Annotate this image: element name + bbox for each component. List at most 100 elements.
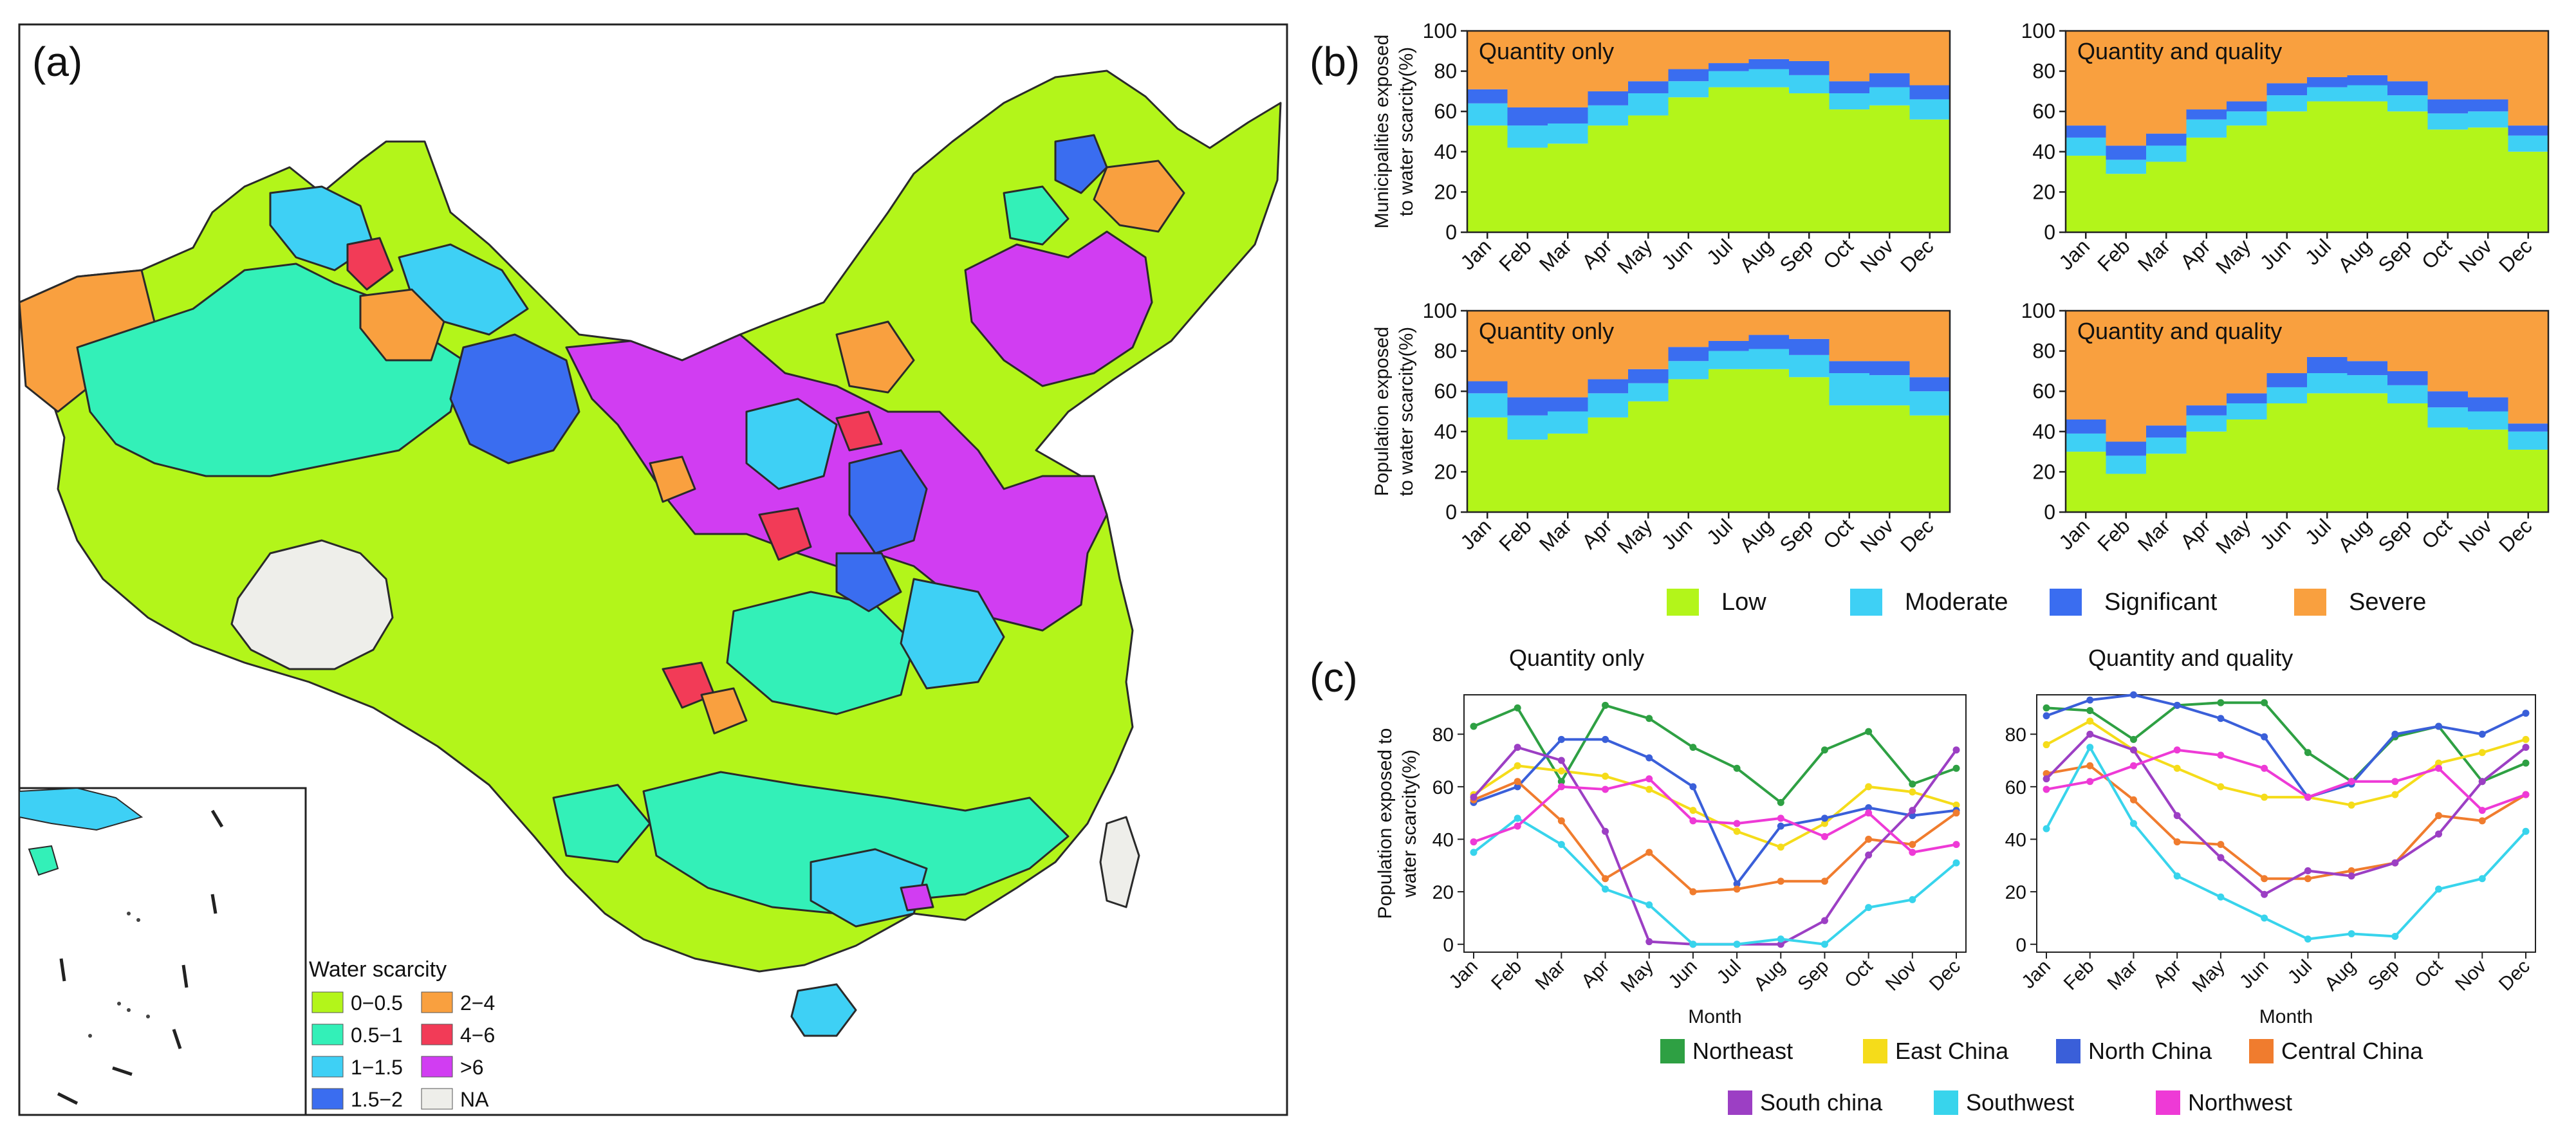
data-point bbox=[1602, 827, 1609, 835]
bar-segment-severe bbox=[2427, 31, 2469, 100]
y-tick-label: 60 bbox=[2005, 777, 2026, 798]
map-region-nc-red bbox=[758, 507, 812, 561]
data-point bbox=[2348, 778, 2355, 786]
y-tick-label: 80 bbox=[1434, 60, 1457, 83]
x-tick-label: Dec bbox=[2495, 956, 2534, 995]
data-point bbox=[1470, 849, 1478, 856]
bar-segment-moderate bbox=[2106, 455, 2147, 474]
bar-segment-moderate bbox=[2427, 113, 2469, 130]
map-legend-label: 1−1.5 bbox=[351, 1056, 403, 1079]
y-tick-label: 60 bbox=[1432, 777, 1454, 798]
series-line-central-china bbox=[1473, 780, 1958, 894]
bar-segment-severe bbox=[1829, 311, 1870, 362]
bar-segment-severe bbox=[1748, 311, 1790, 335]
data-point bbox=[2522, 791, 2530, 798]
bar-segment-low bbox=[2387, 403, 2429, 512]
x-tick-label: Nov bbox=[2454, 234, 2497, 277]
data-point bbox=[1909, 896, 1916, 903]
legend-c-swatch bbox=[2056, 1039, 2080, 1063]
bar-segment-low bbox=[2227, 125, 2268, 232]
bar-segment-low bbox=[2468, 429, 2509, 512]
data-point bbox=[1733, 880, 1741, 888]
bar-segment-severe bbox=[1909, 31, 1951, 86]
data-point bbox=[1865, 728, 1873, 735]
bar-segment-significant bbox=[2427, 99, 2469, 114]
x-tick-label: Nov bbox=[2454, 514, 2497, 556]
bar-segment-severe bbox=[2427, 311, 2469, 392]
bar-segment-significant bbox=[1709, 340, 1750, 351]
series-line-east-china bbox=[2046, 719, 2526, 807]
map-region-nc-orange bbox=[649, 455, 696, 503]
x-tick-label: Mar bbox=[1531, 956, 1570, 995]
bar-segment-low bbox=[2347, 101, 2388, 232]
y-tick-label: 20 bbox=[2005, 882, 2026, 903]
x-tick-label: Oct bbox=[1819, 234, 1858, 273]
bar-segment-severe bbox=[2468, 31, 2509, 100]
data-point bbox=[1470, 722, 1478, 730]
bar-segment-low bbox=[1467, 417, 1508, 512]
bar-segment-significant bbox=[2146, 133, 2187, 146]
data-point bbox=[1865, 851, 1873, 859]
x-tick-label: Oct bbox=[2417, 514, 2456, 553]
bar-segment-moderate bbox=[1668, 361, 1709, 380]
y-axis-label-line: Municipalities exposed bbox=[1371, 35, 1393, 229]
bar-segment-moderate bbox=[1748, 349, 1790, 369]
data-point bbox=[1909, 788, 1916, 796]
line-chart: 0 20 40 60 80 Jan Feb Mar Apr May Jun Jul Aug Sep Oct N… bbox=[2005, 645, 2536, 1027]
x-tick-label: Jun bbox=[1657, 234, 1697, 274]
map-region-ne-orange bbox=[1093, 160, 1185, 233]
inset-frame bbox=[18, 787, 307, 1116]
x-tick-label: May bbox=[2211, 234, 2255, 278]
x-tick-label: Jul bbox=[2301, 234, 2335, 269]
map-legend-swatch bbox=[311, 1056, 344, 1078]
bar-segment-significant bbox=[1909, 377, 1951, 392]
y-tick-label: 40 bbox=[2005, 829, 2026, 851]
map-region-c-orange bbox=[700, 687, 748, 735]
map-legend-label: NA bbox=[460, 1088, 489, 1111]
bar-segment-low bbox=[2066, 156, 2107, 232]
x-tick-label: Jan bbox=[2017, 956, 2055, 993]
bar-segment-severe bbox=[1909, 311, 1951, 378]
y-tick-label: 40 bbox=[1434, 420, 1457, 443]
data-point bbox=[2348, 867, 2355, 874]
bar-segment-moderate bbox=[2106, 160, 2147, 174]
legend-b-swatch bbox=[1667, 589, 1699, 616]
map-region-ne-blue bbox=[1054, 134, 1108, 194]
data-point bbox=[2173, 746, 2181, 754]
bar-segment-severe bbox=[2307, 31, 2348, 77]
legend-c-swatch bbox=[1660, 1039, 1685, 1063]
bar-segment-low bbox=[2266, 403, 2308, 512]
data-point bbox=[2391, 730, 2399, 738]
y-tick-label: 100 bbox=[2021, 19, 2055, 42]
map-legend-swatch bbox=[421, 1088, 453, 1110]
data-point bbox=[2522, 827, 2530, 835]
data-point bbox=[2304, 875, 2312, 883]
y-tick-label: 0 bbox=[1445, 221, 1457, 244]
x-tick-label: Aug bbox=[2333, 234, 2376, 277]
data-point bbox=[2043, 825, 2050, 832]
bar-segment-low bbox=[1789, 93, 1830, 232]
series-line-northwest bbox=[2046, 748, 2526, 812]
plot-frame bbox=[2036, 694, 2536, 953]
bar-segment-significant bbox=[2146, 425, 2187, 438]
x-tick-label: Jul bbox=[1702, 514, 1737, 549]
legend-c-label: Northeast bbox=[1692, 1038, 1793, 1064]
data-point bbox=[2043, 712, 2050, 720]
bar-segment-severe bbox=[2186, 31, 2227, 110]
x-tick-label: Nov bbox=[1856, 514, 1898, 556]
x-tick-label: Aug bbox=[1735, 514, 1777, 556]
data-point bbox=[2435, 764, 2443, 772]
data-point bbox=[1470, 793, 1478, 801]
bar-segment-severe bbox=[2387, 31, 2429, 82]
bar-segment-moderate bbox=[2387, 385, 2429, 403]
y-tick-label: 40 bbox=[2032, 420, 2055, 443]
data-point bbox=[2129, 820, 2137, 827]
bar-segment-severe bbox=[1628, 31, 1669, 82]
data-point bbox=[1645, 938, 1653, 946]
bar-segment-moderate bbox=[2227, 111, 2268, 126]
bar-segment-moderate bbox=[2146, 145, 2187, 162]
plot-frame bbox=[2064, 30, 2550, 234]
bar-segment-low bbox=[1789, 377, 1830, 512]
data-point bbox=[1821, 832, 1828, 840]
bar-segment-severe bbox=[2146, 31, 2187, 134]
